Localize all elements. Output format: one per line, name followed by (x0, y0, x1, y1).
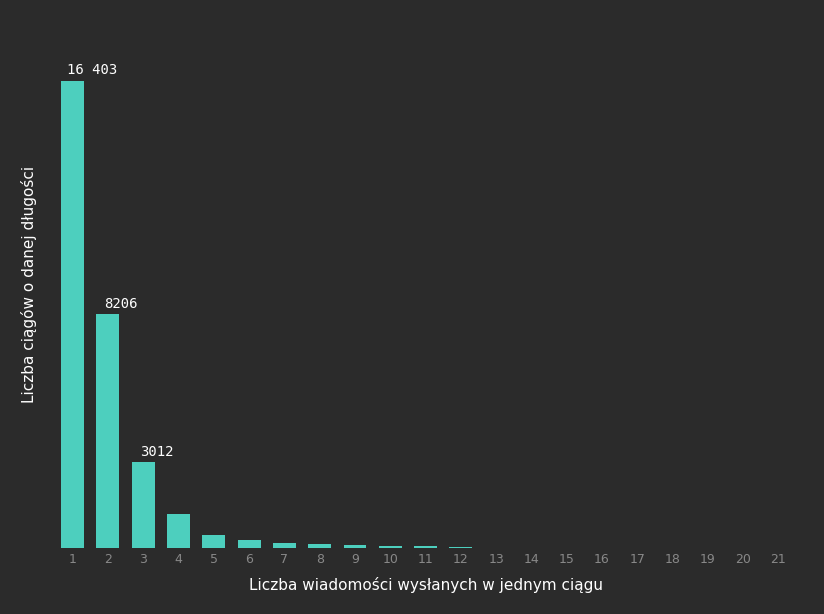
Bar (61, 80, 84, 548)
Bar (273, 543, 296, 548)
Y-axis label: Liczba ciągów o danej długości: Liczba ciągów o danej długości (21, 166, 37, 403)
Bar (449, 547, 472, 548)
Bar (379, 546, 402, 548)
Bar (96, 314, 119, 548)
Bar (237, 540, 260, 548)
Bar (308, 544, 331, 548)
Bar (414, 546, 437, 548)
Bar (203, 535, 225, 548)
X-axis label: Liczba wiadomości wysłanych w jednym ciągu: Liczba wiadomości wysłanych w jednym cią… (249, 577, 602, 593)
Bar (132, 462, 155, 548)
Bar (167, 514, 190, 548)
Text: 16 403: 16 403 (68, 63, 118, 77)
Text: 3012: 3012 (140, 445, 173, 459)
Text: 8206: 8206 (105, 297, 138, 311)
Bar (344, 545, 367, 548)
